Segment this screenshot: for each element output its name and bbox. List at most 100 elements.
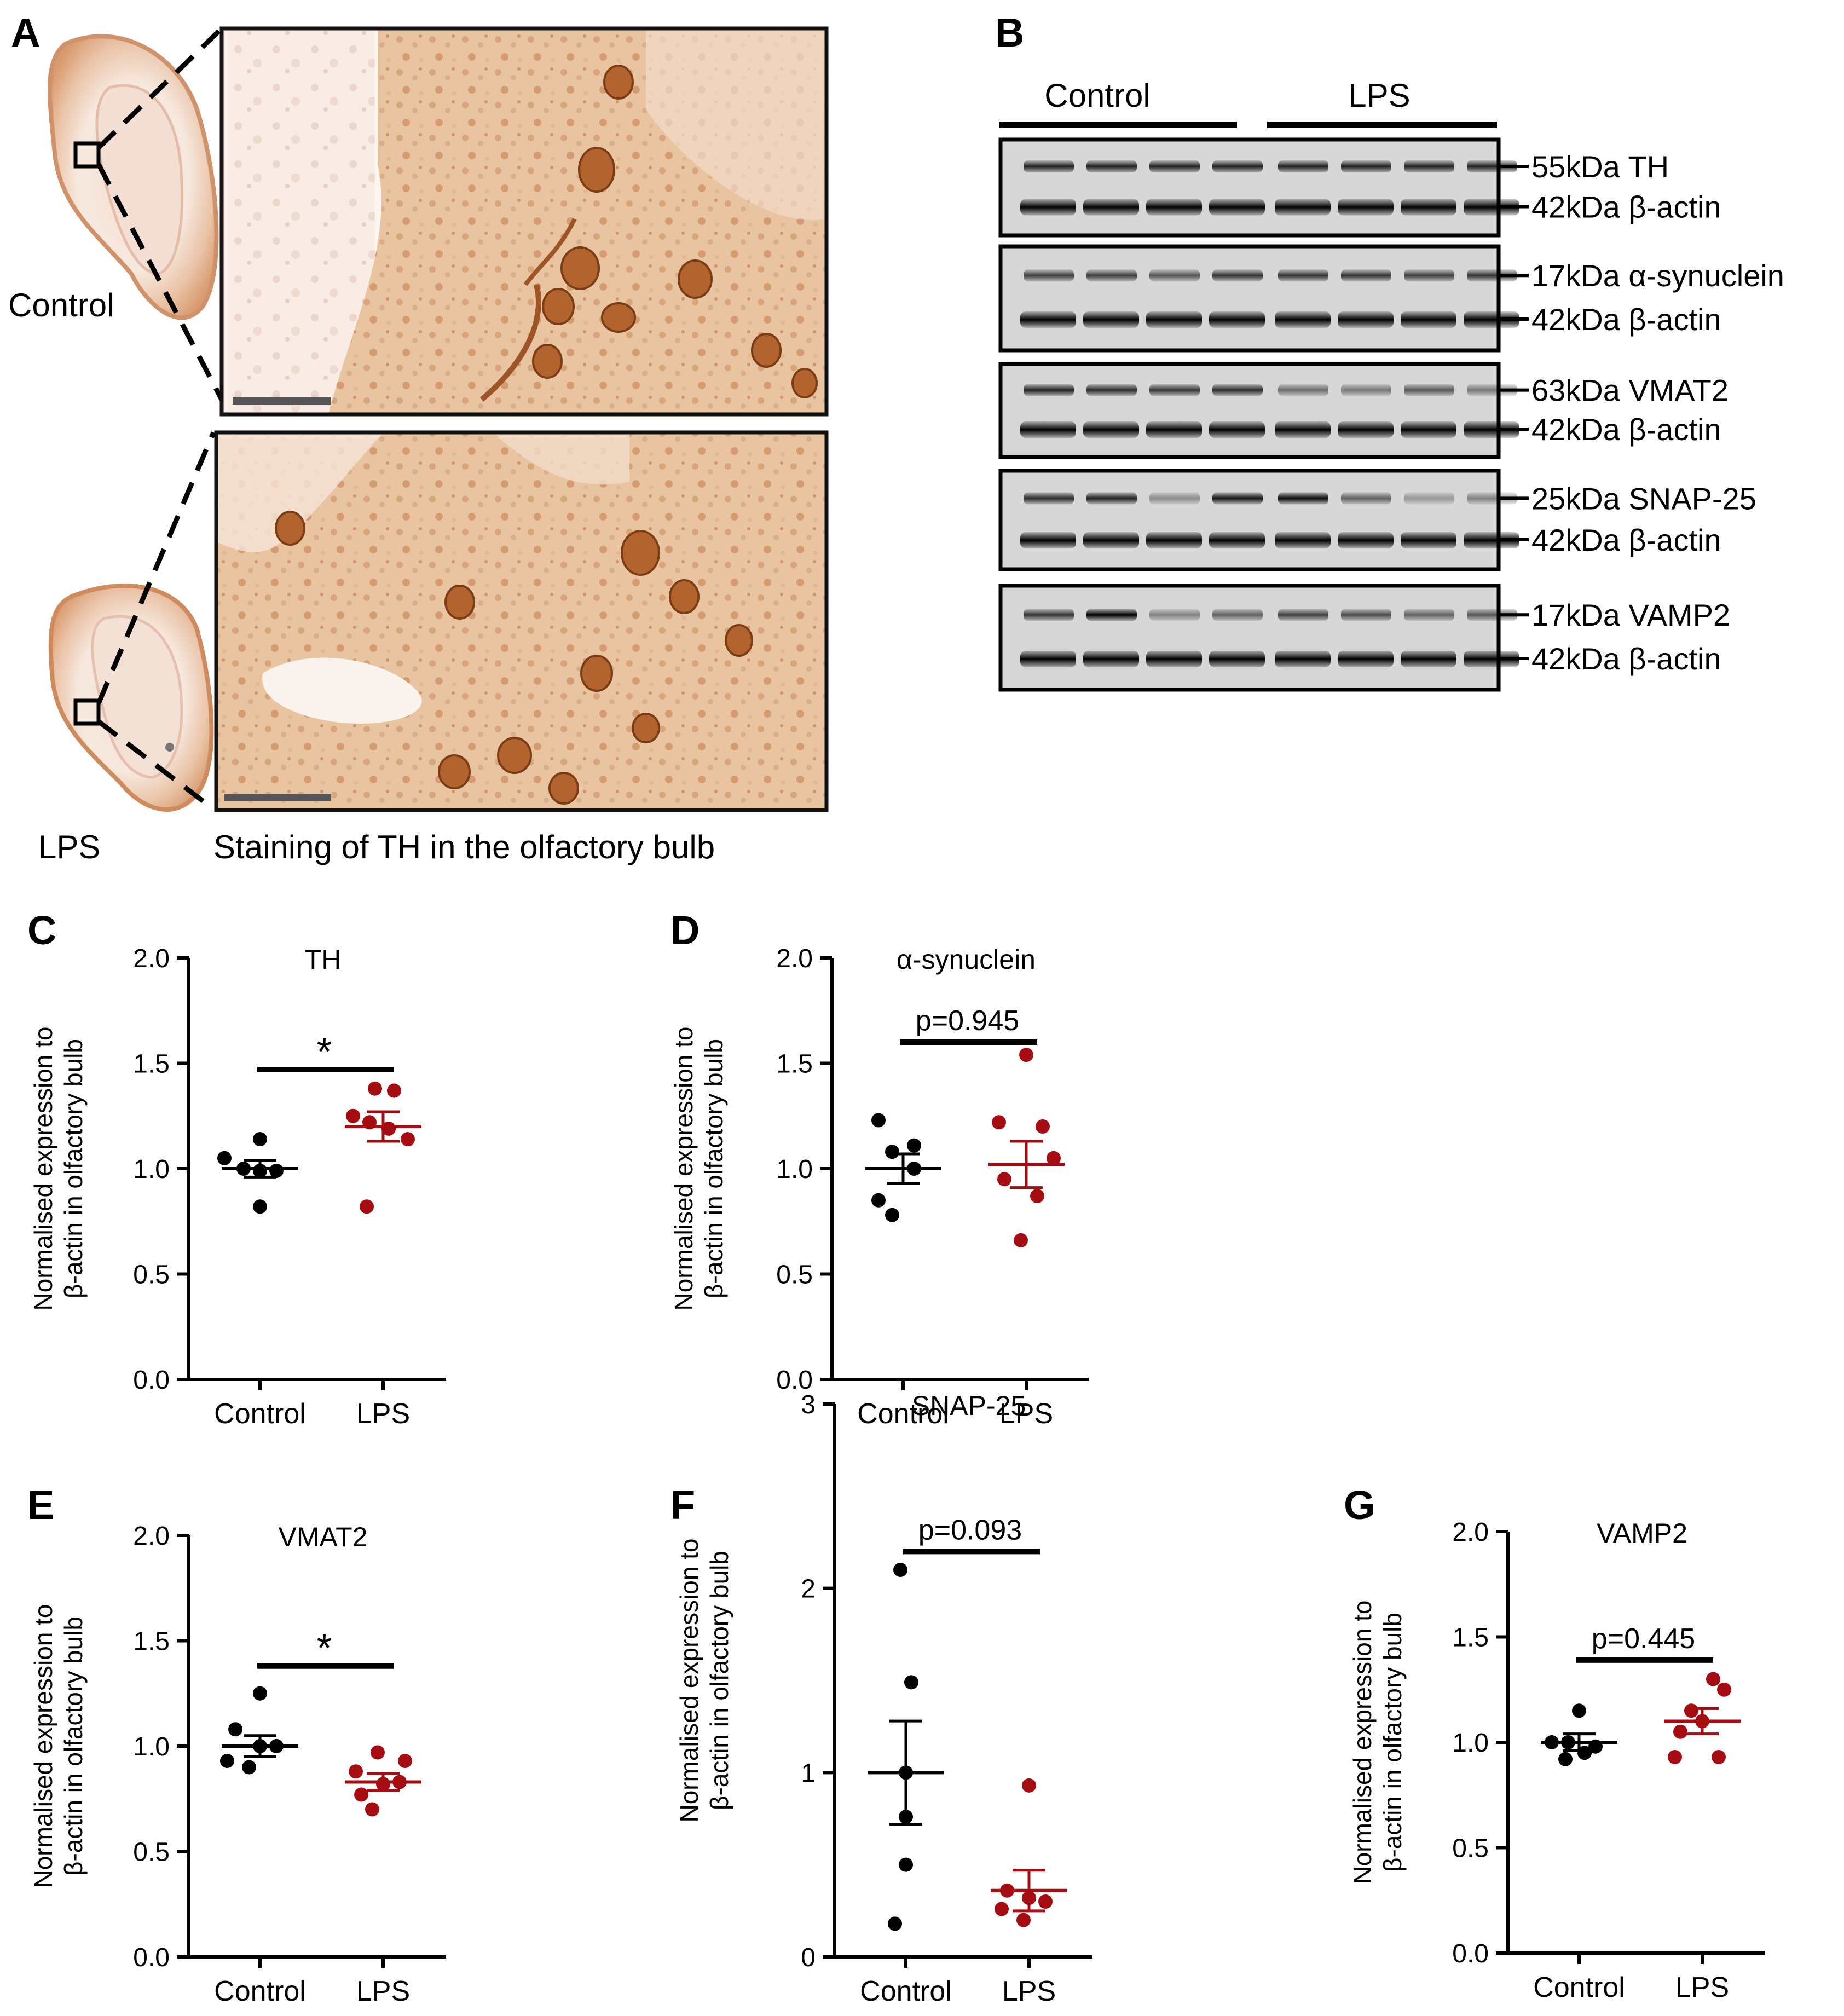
target-band: [1149, 384, 1200, 396]
y-tick-label: 1.0: [776, 1155, 813, 1184]
data-point: [1712, 1749, 1726, 1764]
blot-label: 25kDa SNAP-25: [1531, 481, 1756, 516]
target-band: [1467, 160, 1517, 172]
actin-band: [1146, 532, 1202, 548]
data-point: [871, 1193, 886, 1208]
blot-label: 63kDa VMAT2: [1531, 373, 1729, 408]
target-band: [1086, 160, 1137, 172]
control-group-bar: [999, 122, 1237, 128]
series-lps: [345, 1745, 421, 1817]
actin-band: [1275, 532, 1331, 548]
blot-label: 42kDa β-actin: [1531, 642, 1721, 676]
data-point: [1014, 1233, 1028, 1247]
data-point: [1016, 1913, 1031, 1927]
actin-band: [1338, 199, 1394, 216]
y-axis-label-line1: Normalised expression to: [29, 1026, 57, 1310]
blot-frame: [998, 244, 1501, 353]
target-band: [1149, 609, 1200, 621]
blot-label: 42kDa β-actin: [1531, 302, 1721, 337]
actin-band: [1338, 421, 1394, 438]
y-tick-label: 1: [801, 1759, 816, 1788]
actin-band: [1464, 311, 1519, 328]
target-band: [1467, 492, 1517, 505]
data-point: [368, 1081, 382, 1096]
y-axis-label-line1: Normalised expression to: [675, 1538, 703, 1822]
actin-band: [1083, 532, 1139, 548]
actin-band: [1020, 311, 1076, 328]
actin-band: [1020, 199, 1076, 216]
y-axis-label: Normalised expression to β-actin in olfac…: [1348, 1600, 1407, 1884]
x-category-label: Control: [214, 1398, 306, 1430]
series-control: [220, 1686, 298, 1775]
data-point: [371, 1745, 385, 1760]
y-axis-label-line2: β-actin in olfactory bulb: [705, 1551, 733, 1810]
data-point: [401, 1132, 415, 1147]
actin-band: [1275, 651, 1331, 667]
chart-title: VMAT2: [279, 1522, 368, 1552]
series-lps: [988, 1048, 1065, 1247]
data-point: [365, 1802, 379, 1817]
y-axis-label-line2: β-actin in olfactory bulb: [700, 1039, 728, 1298]
chart-e: E 0.0 0.5 1.0 1.5 2.0 Control LPS VMAT2 Normalise…: [27, 1482, 446, 2007]
blot-frame: [998, 362, 1501, 459]
panel-letter: C: [27, 908, 56, 953]
chart-title: VAMP2: [1597, 1518, 1687, 1549]
lps-zoom-line-bottom: [97, 719, 215, 811]
actin-band: [1401, 199, 1456, 216]
target-band: [1212, 609, 1263, 621]
y-tick-label: 0.0: [133, 1943, 170, 1972]
data-point: [242, 1760, 256, 1775]
chart-c: C 0.0 0.5 1.0 1.5 2.0 Control LPS TH Normalised e…: [27, 908, 446, 1430]
target-band: [1341, 269, 1391, 282]
y-tick-label: 1.5: [1452, 1624, 1489, 1653]
data-point: [360, 1199, 374, 1214]
y-tick-label: 1.5: [776, 1050, 813, 1079]
data-point: [885, 1208, 899, 1222]
y-tick-label: 0.0: [133, 1366, 170, 1395]
target-band: [1149, 269, 1200, 282]
data-point: [885, 1145, 899, 1159]
x-category-label: LPS: [1675, 1972, 1729, 2003]
x-category-label: LPS: [1002, 1975, 1056, 2007]
actin-band: [1275, 199, 1331, 216]
data-point: [346, 1108, 360, 1123]
y-tick-label: 0.5: [133, 1838, 170, 1867]
target-band: [1086, 269, 1137, 282]
data-point: [1036, 1119, 1050, 1134]
y-axis-label-line2: β-actin in olfactory bulb: [1378, 1613, 1407, 1872]
target-band: [1212, 492, 1263, 505]
x-category-label: Control: [1533, 1972, 1625, 2003]
actin-band: [1146, 199, 1202, 216]
target-band: [1404, 160, 1454, 172]
data-point: [1022, 1778, 1036, 1793]
target-band: [1278, 492, 1328, 505]
blot-4: 25kDa SNAP-25 42kDa β-actin: [998, 469, 1756, 571]
series-control: [868, 1563, 944, 1931]
data-point: [349, 1764, 363, 1779]
y-axis-label: Normalised expression to β-actin in olfac…: [675, 1538, 733, 1822]
actin-band: [1464, 532, 1519, 548]
target-band: [1341, 609, 1391, 621]
control-bulb-thumbnail: [48, 34, 219, 320]
y-tick-label: 0.5: [1452, 1834, 1489, 1863]
data-point: [899, 1857, 913, 1872]
lps-bulb-thumbnail: [48, 584, 214, 812]
actin-band: [1020, 651, 1076, 667]
actin-band: [1401, 532, 1456, 548]
target-band: [1086, 492, 1137, 505]
actin-band: [1401, 651, 1456, 667]
y-axis-label: Normalised expression to β-actin in olfac…: [29, 1026, 88, 1310]
significance-label: p=0.093: [918, 1514, 1022, 1546]
target-band: [1467, 269, 1517, 282]
blot-label: 55kDa TH: [1531, 149, 1669, 184]
y-tick-label: 0.5: [776, 1261, 813, 1290]
actin-band: [1209, 651, 1265, 667]
control-zoom-line-top: [96, 26, 224, 150]
data-point: [217, 1151, 232, 1165]
panel-letter: G: [1344, 1482, 1375, 1528]
target-band: [1341, 160, 1391, 172]
data-point: [1706, 1672, 1720, 1686]
significance-label: p=0.445: [1592, 1623, 1695, 1655]
data-point: [907, 1138, 921, 1153]
y-tick-label: 2.0: [133, 1522, 170, 1551]
